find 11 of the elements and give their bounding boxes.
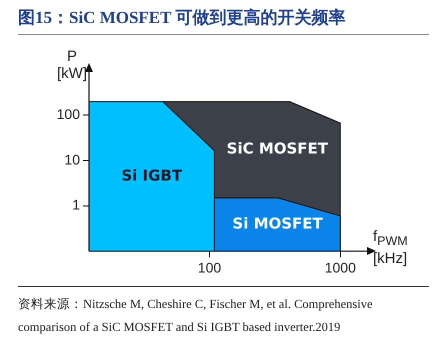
series-label: SiC MOSFET xyxy=(226,140,329,158)
series-label: Si IGBT xyxy=(121,166,183,184)
series-label: Si MOSFET xyxy=(232,214,324,232)
y-tick-label: 100 xyxy=(56,106,80,122)
x-axis-title: f$_{PWM}$ [kHz] xyxy=(373,228,408,267)
text: 资料来源：Nitzsche M, Cheshire C, Fischer M, et al. Comprehensive comparison of a SiC MOSFET and Si IGBT based inverter.2019 xyxy=(18,286,429,337)
y-tick-label: 10 xyxy=(64,151,80,168)
y-axis-title: P [kW] xyxy=(56,48,88,82)
x-tick-label: 1000 xyxy=(324,259,356,276)
chart-title: 图15：SiC MOSFET 可做到更高的开关频率 xyxy=(18,6,429,35)
y-tick-label: 1 xyxy=(72,196,80,213)
